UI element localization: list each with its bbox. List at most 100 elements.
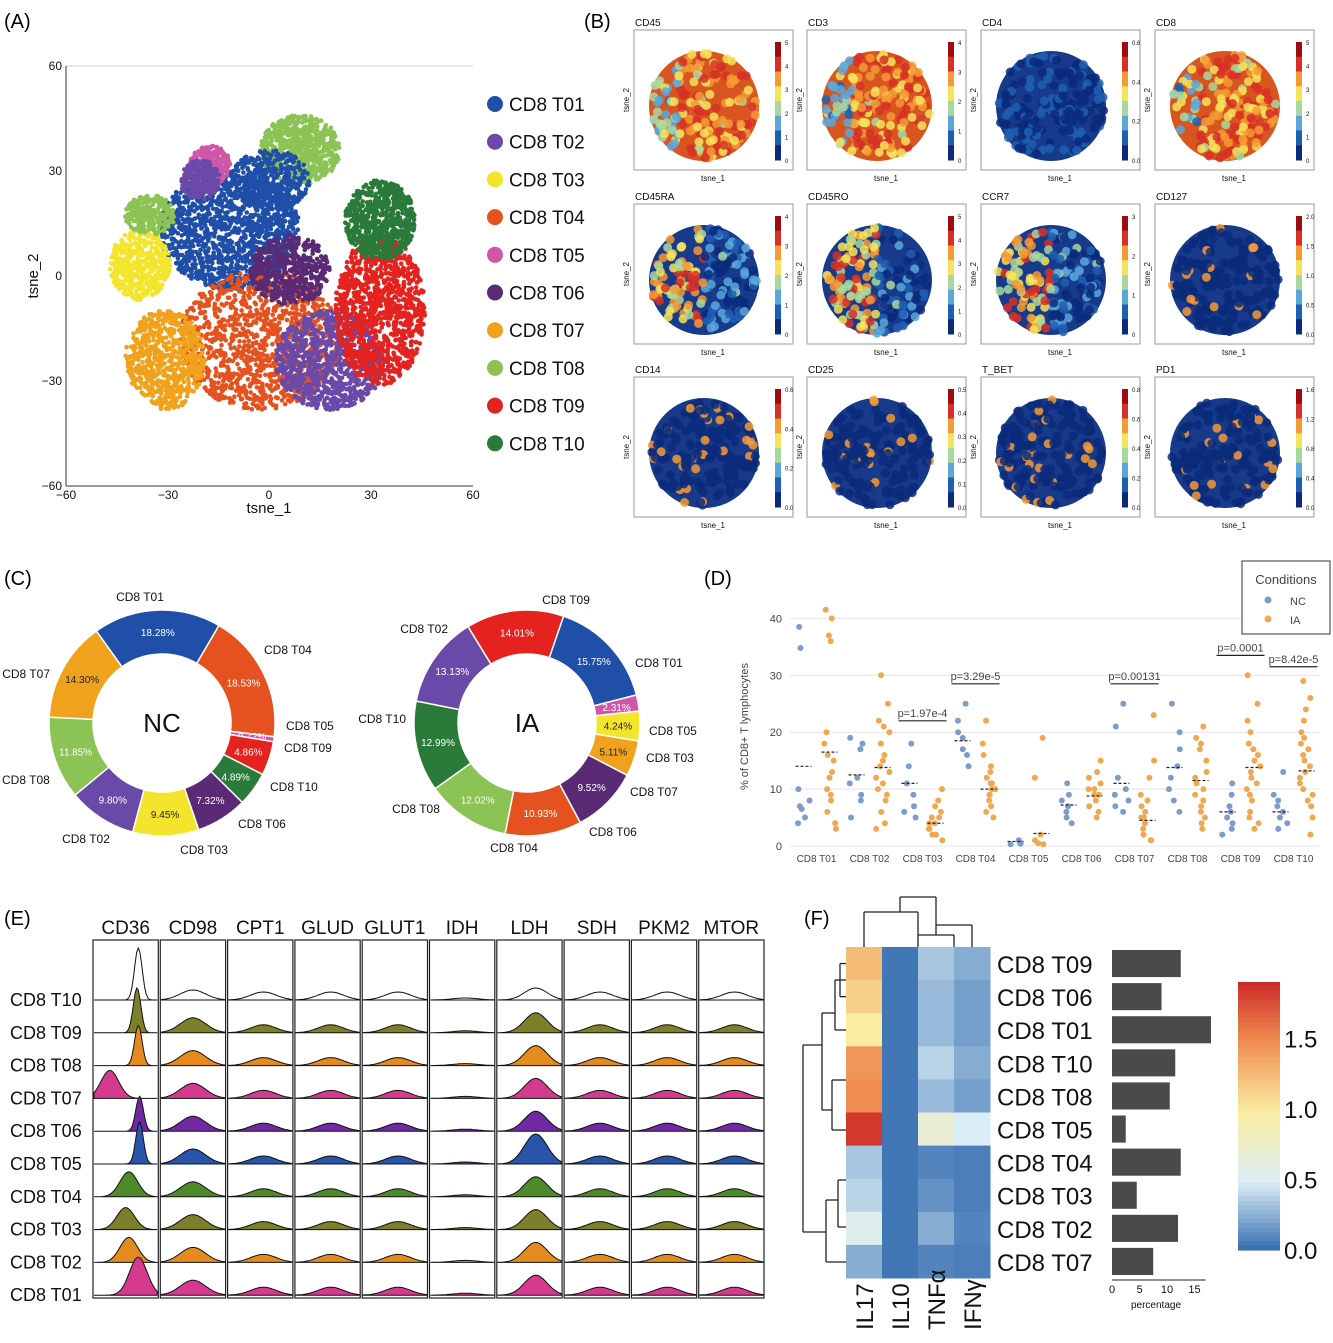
tsne-point — [216, 265, 222, 271]
tsne-point — [157, 258, 163, 263]
tsne-point — [279, 398, 285, 403]
tsne-point — [157, 312, 163, 318]
tsne-point — [136, 215, 142, 220]
tsne-point — [234, 241, 239, 247]
tsne-point — [294, 130, 300, 136]
tsne-point — [265, 332, 271, 337]
tsne-point — [137, 197, 142, 202]
tsne-point — [234, 333, 239, 339]
tsne-point — [189, 368, 194, 374]
tsne-point — [331, 134, 337, 140]
tsne-point — [122, 232, 128, 238]
tsne-point — [173, 367, 178, 373]
tsne-point — [136, 363, 141, 368]
tsne-point — [283, 218, 288, 224]
tsne-point — [313, 177, 319, 182]
tsne-point — [182, 231, 188, 236]
tsne-point — [130, 277, 135, 282]
tsne-point — [219, 302, 224, 307]
tsne-point — [233, 205, 239, 211]
tsne-point — [268, 383, 274, 388]
tsne-point — [220, 242, 225, 247]
tsne-point — [167, 263, 173, 269]
tsne-point — [243, 259, 248, 265]
tsne-point — [131, 335, 136, 341]
tsne-point — [155, 400, 161, 405]
tsne-point — [320, 169, 325, 174]
tsne-point — [206, 325, 212, 330]
tsne-point — [279, 229, 284, 234]
tsne-point — [175, 341, 180, 346]
tsne-point — [229, 201, 235, 207]
tsne-point — [280, 225, 285, 230]
tsne-point — [193, 330, 198, 336]
tsne-point — [311, 300, 317, 305]
tsne-point — [126, 205, 131, 211]
tsne-point — [149, 371, 155, 377]
tsne-point — [257, 316, 263, 321]
tsne-point — [227, 192, 232, 197]
tsne-point — [220, 238, 226, 244]
tsne-point — [142, 258, 148, 264]
tsne-point — [249, 221, 254, 226]
tsne-point — [230, 245, 236, 250]
tsne-point — [293, 317, 299, 322]
tsne-point — [304, 129, 310, 134]
tsne-point — [213, 373, 218, 379]
tsne-point — [262, 347, 267, 353]
y-tick-label: 60 — [49, 59, 63, 73]
tsne-point — [150, 218, 156, 224]
tsne-point — [221, 248, 227, 254]
tsne-point — [228, 374, 233, 380]
tsne-point — [129, 289, 134, 295]
tsne-point — [237, 338, 242, 344]
tsne-point — [182, 219, 187, 225]
tsne-point — [144, 317, 150, 323]
tsne-point — [193, 265, 198, 271]
tsne-point — [192, 352, 198, 357]
tsne-point — [186, 224, 192, 230]
tsne-point — [202, 222, 208, 228]
tsne-point — [190, 239, 195, 244]
tsne-point — [145, 392, 151, 398]
tsne-point — [186, 333, 191, 338]
tsne-point — [198, 261, 203, 266]
tsne-point — [127, 237, 133, 243]
tsne-point — [184, 262, 189, 268]
tsne-point — [158, 203, 163, 209]
tsne-point — [193, 270, 199, 276]
tsne-point — [216, 270, 221, 276]
tsne-point — [117, 248, 123, 254]
tsne-point — [216, 275, 222, 281]
tsne-point — [225, 318, 231, 324]
tsne-point — [256, 231, 262, 237]
tsne-point — [131, 367, 136, 372]
tsne-point — [150, 268, 155, 274]
tsne-point — [270, 123, 275, 128]
tsne-point — [219, 342, 224, 348]
tsne-point — [146, 252, 151, 257]
tsne-point — [327, 158, 333, 163]
tsne-point — [321, 165, 327, 170]
tsne-point — [171, 404, 177, 410]
tsne-point — [241, 205, 247, 211]
tsne-point — [203, 280, 208, 286]
tsne-point — [307, 143, 313, 148]
tsne-point — [320, 302, 325, 307]
tsne-point — [241, 367, 247, 373]
tsne-point — [212, 230, 218, 235]
tsne-point — [201, 303, 207, 309]
tsne-point — [301, 114, 306, 119]
tsne-point — [255, 208, 260, 213]
tsne-point — [227, 396, 232, 401]
tsne-point — [144, 204, 149, 209]
tsne-point — [227, 205, 232, 210]
tsne-point — [126, 368, 131, 374]
tsne-point — [144, 348, 150, 353]
tsne-point — [176, 241, 182, 246]
tsne-point — [165, 251, 171, 256]
tsne-point — [212, 218, 217, 224]
tsne-point — [155, 364, 161, 369]
tsne-point — [193, 275, 198, 280]
tsne-point — [167, 394, 172, 400]
